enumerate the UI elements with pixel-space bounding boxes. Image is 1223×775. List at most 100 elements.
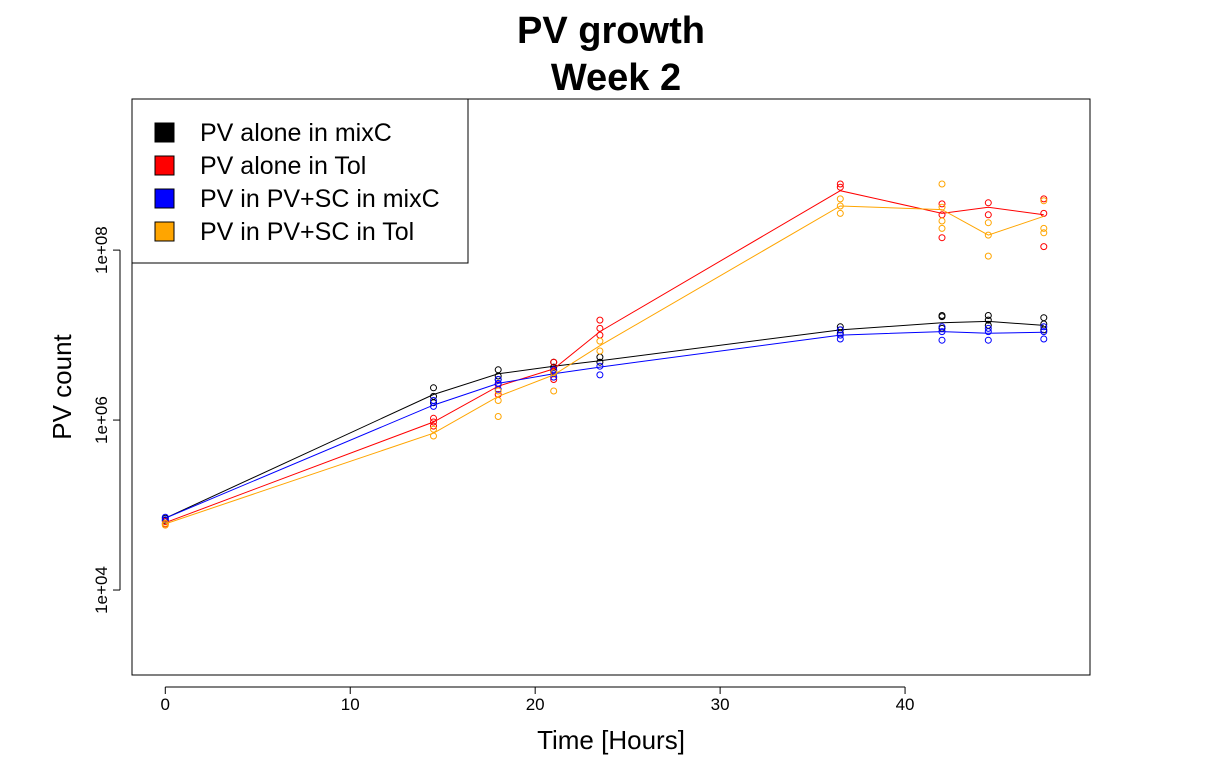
data-point — [984, 219, 992, 227]
data-point — [1040, 224, 1048, 232]
y-axis-title: PV count — [47, 333, 77, 439]
y-tick-label: 1e+06 — [92, 396, 111, 444]
data-point — [938, 211, 946, 219]
data-point — [161, 521, 169, 529]
data-point — [1040, 335, 1048, 343]
plot-frame — [131, 98, 1091, 676]
data-point — [984, 312, 992, 319]
data-point — [430, 384, 437, 392]
data-point — [596, 358, 604, 366]
series-layer — [161, 180, 1048, 529]
data-point — [938, 203, 946, 211]
data-point — [938, 224, 946, 232]
data-point — [430, 402, 437, 410]
legend-label: PV alone in mixC — [200, 119, 392, 147]
series-2 — [161, 180, 1048, 528]
data-point — [984, 316, 992, 324]
data-point — [836, 331, 844, 339]
data-point — [494, 387, 502, 395]
x-tick-label: 0 — [161, 695, 170, 714]
data-point — [938, 200, 946, 208]
data-point — [1040, 314, 1048, 322]
chart-title-line-2: Week 2 — [551, 57, 681, 99]
legend-swatch — [154, 221, 175, 242]
data-point — [836, 202, 844, 210]
data-point — [836, 326, 844, 334]
data-point — [430, 422, 437, 430]
data-point — [836, 183, 844, 191]
data-point — [494, 366, 502, 374]
data-point — [984, 199, 992, 207]
data-point — [984, 231, 992, 239]
data-point — [938, 323, 946, 331]
data-point — [550, 358, 558, 366]
data-point — [596, 371, 604, 379]
data-point — [938, 234, 946, 242]
x-tick-label: 30 — [711, 695, 730, 714]
data-point — [836, 335, 844, 343]
data-point — [550, 369, 558, 377]
data-point — [550, 387, 558, 395]
data-point — [494, 397, 502, 404]
chart-title-line-1: PV growth — [517, 10, 705, 52]
series-line — [165, 205, 1044, 525]
data-point — [1040, 195, 1048, 203]
data-point — [550, 373, 558, 381]
data-point — [836, 180, 844, 188]
data-point — [550, 366, 558, 374]
data-point — [938, 313, 946, 321]
data-point — [596, 331, 604, 339]
legend-box — [131, 98, 469, 264]
data-point — [938, 328, 946, 336]
data-point — [984, 324, 992, 332]
y-tick-label: 1e+04 — [92, 566, 111, 614]
legend-swatch — [154, 188, 175, 209]
legend-label: PV alone in Tol — [200, 152, 366, 180]
legend-label: PV in PV+SC in mixC — [200, 185, 440, 213]
x-tick-label: 20 — [526, 695, 545, 714]
series-3 — [161, 323, 1048, 524]
data-point — [430, 399, 437, 407]
data-point — [596, 324, 604, 332]
data-point — [494, 376, 502, 383]
data-point — [984, 211, 992, 219]
data-point — [938, 217, 946, 225]
series-4 — [161, 180, 1048, 529]
legend-swatch — [154, 122, 175, 143]
x-tick-label: 10 — [341, 695, 360, 714]
legend: PV alone in mixC PV alone in Tol PV in PV+… — [131, 98, 469, 264]
x-axis: 0 10 20 30 40 — [161, 686, 915, 714]
data-point — [161, 516, 169, 524]
data-point — [430, 432, 437, 440]
legend-swatch — [154, 155, 175, 176]
data-point — [430, 425, 437, 433]
data-point — [494, 413, 502, 420]
data-point — [938, 336, 946, 344]
data-point — [836, 209, 844, 217]
series-1 — [161, 312, 1048, 524]
data-point — [1040, 243, 1048, 251]
data-point — [494, 372, 502, 380]
data-point — [938, 180, 946, 188]
x-axis-title: Time [Hours] — [537, 725, 685, 755]
data-point — [984, 252, 992, 260]
data-point — [836, 195, 844, 203]
legend-label: PV in PV+SC in Tol — [200, 218, 414, 246]
data-point — [1040, 209, 1048, 217]
y-tick-label: 1e+08 — [92, 226, 111, 274]
data-point — [596, 362, 604, 370]
data-point — [596, 347, 604, 355]
series-line — [165, 331, 1044, 519]
y-axis: 1e+04 1e+06 1e+08 — [92, 226, 121, 614]
series-line — [165, 320, 1044, 519]
data-point — [430, 418, 437, 426]
data-point — [984, 328, 992, 336]
data-point — [1040, 229, 1048, 237]
data-point — [984, 336, 992, 344]
data-point — [596, 316, 604, 324]
data-point — [1040, 323, 1048, 331]
data-point — [1040, 328, 1048, 336]
x-tick-label: 40 — [896, 695, 915, 714]
data-point — [1040, 197, 1048, 205]
